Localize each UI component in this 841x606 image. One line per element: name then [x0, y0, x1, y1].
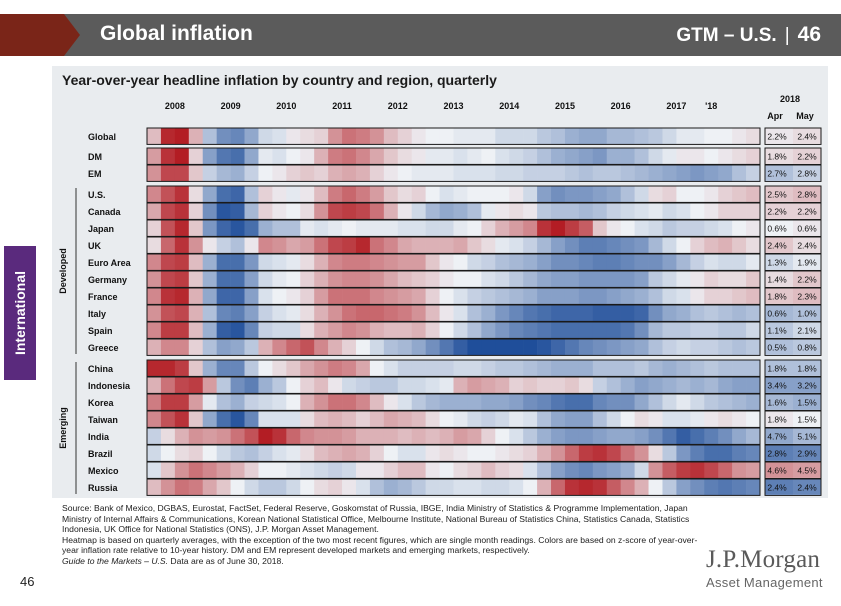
footnote-guide: Guide to the Markets – U.S. Data are as …	[62, 556, 702, 567]
logo-sub: Asset Management	[706, 575, 823, 590]
side-tab-international[interactable]: International	[4, 246, 36, 380]
guide-title: Guide to the Markets – U.S.	[62, 555, 169, 566]
page-title: Global inflation	[100, 22, 253, 45]
page-number: 46	[20, 574, 35, 589]
header-chevron	[64, 14, 80, 56]
header-page-number: 46	[797, 23, 821, 46]
side-tab-label: International	[12, 270, 28, 356]
header-accent	[0, 14, 64, 56]
chart-title: Year-over-year headline inflation by cou…	[62, 72, 497, 88]
jpmorgan-logo: J.P.Morgan Asset Management	[706, 546, 823, 590]
header-bar: Global inflation GTM – U.S. | 46	[0, 14, 841, 56]
footnote-source: Source: Bank of Mexico, DGBAS, Eurostat,…	[62, 503, 690, 535]
logo-main: J.P.Morgan	[706, 546, 821, 573]
gtm-label: GTM – U.S.	[676, 25, 777, 46]
header-separator: |	[784, 25, 790, 46]
footnote-method: Heatmap is based on quarterly averages, …	[62, 534, 698, 556]
data-asof: Data are as of June 30, 2018.	[168, 555, 284, 566]
header-right: GTM – U.S. | 46	[676, 23, 821, 47]
chart-panel	[52, 66, 828, 498]
footnote: Source: Bank of Mexico, DGBAS, Eurostat,…	[62, 503, 702, 567]
